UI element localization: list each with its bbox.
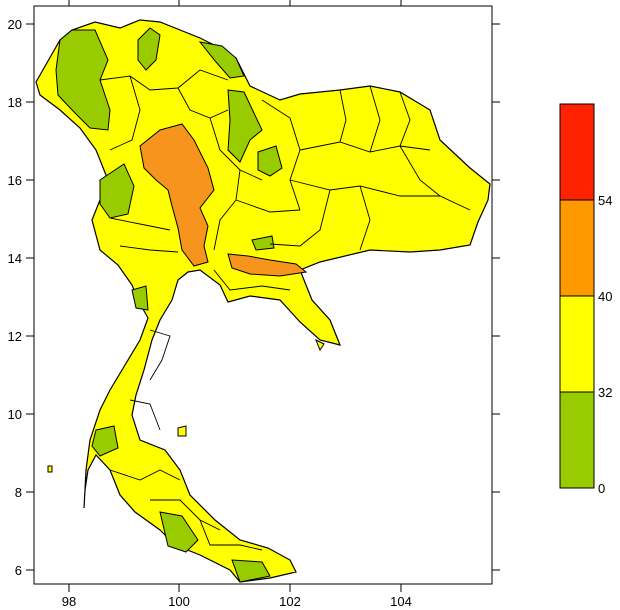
y-tick-label: 10 — [8, 407, 22, 422]
y-axis: 6 8 10 12 14 16 18 20 — [8, 17, 500, 578]
legend-label: 54 — [598, 193, 612, 208]
x-tick-label: 98 — [62, 594, 76, 609]
green-zone-center-spot — [251, 235, 275, 251]
green-zone-west — [99, 163, 135, 219]
legend-label: 40 — [598, 289, 612, 304]
green-zone-peninsula — [91, 425, 119, 457]
province-boundaries — [99, 69, 471, 551]
green-zone-north-central — [227, 89, 263, 163]
legend-swatch — [559, 199, 595, 297]
legend-colorbar: 0 32 40 54 — [559, 103, 612, 496]
x-tick-label: 104 — [390, 594, 412, 609]
green-zone-northeast — [198, 41, 245, 79]
legend-swatch — [559, 391, 595, 489]
y-tick-label: 8 — [15, 485, 22, 500]
orange-zones — [139, 123, 308, 277]
green-zone-far-south — [231, 559, 271, 583]
y-tick-label: 14 — [8, 251, 22, 266]
legend-swatch — [559, 103, 595, 201]
green-zone-northwest — [55, 29, 111, 131]
y-tick-label: 6 — [15, 563, 22, 578]
x-tick-label: 102 — [279, 594, 301, 609]
islands — [47, 338, 325, 473]
legend-label: 32 — [598, 385, 612, 400]
y-tick-label: 20 — [8, 17, 22, 32]
green-zone-southwest — [131, 285, 149, 311]
legend-label: 0 — [598, 481, 605, 496]
y-tick-label: 16 — [8, 173, 22, 188]
legend-swatch — [559, 295, 595, 393]
green-zones — [55, 27, 283, 583]
green-zone-east-spot — [257, 145, 283, 177]
x-tick-label: 100 — [168, 594, 190, 609]
x-axis: 98 100 102 104 — [62, 0, 412, 609]
orange-zone-central — [139, 123, 215, 267]
orange-zone-east — [227, 253, 308, 277]
y-tick-label: 18 — [8, 95, 22, 110]
green-zone-north — [137, 27, 161, 71]
green-zone-south — [159, 511, 199, 553]
y-tick-label: 12 — [8, 329, 22, 344]
